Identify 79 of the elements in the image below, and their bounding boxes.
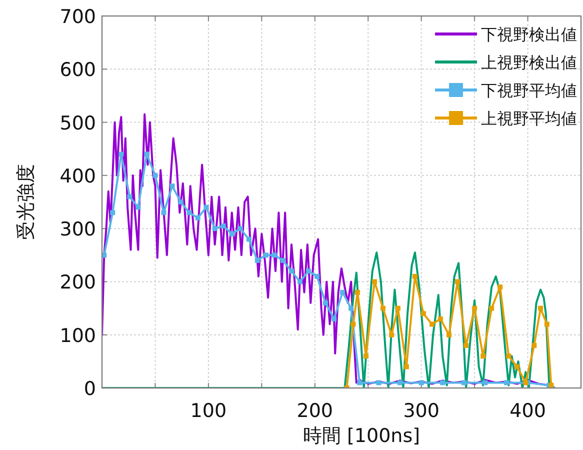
point: [418, 380, 424, 386]
point: [532, 342, 537, 348]
x-tick-label: 100: [190, 400, 227, 422]
point: [376, 380, 382, 386]
y-tick-label: 200: [60, 272, 96, 294]
point: [429, 322, 434, 327]
x-tick-label: 200: [296, 400, 334, 422]
point: [354, 290, 360, 295]
point: [412, 274, 418, 279]
y-axis-title: 受光強度: [15, 164, 37, 240]
legend-label: 上視野平均値: [481, 109, 577, 128]
x-tick-label: 400: [510, 400, 546, 422]
point: [372, 279, 377, 284]
point: [438, 316, 443, 322]
point: [514, 364, 520, 370]
point: [229, 231, 234, 236]
point: [212, 226, 218, 232]
point: [363, 354, 368, 359]
y-tick-label: 500: [60, 112, 96, 134]
point: [178, 200, 184, 204]
point: [489, 306, 494, 311]
point: [170, 184, 175, 189]
point: [380, 306, 386, 311]
point: [263, 252, 268, 258]
point: [506, 354, 512, 359]
legend-label: 下視野検出値: [481, 25, 577, 44]
point: [297, 279, 302, 284]
y-tick-label: 0: [84, 378, 96, 400]
point: [395, 306, 400, 311]
legend-label: 下視野平均値: [481, 81, 577, 100]
x-axis-title: 時間 [100ns]: [302, 425, 420, 447]
point: [446, 332, 452, 338]
point: [538, 306, 544, 311]
point: [144, 152, 150, 157]
point: [314, 274, 320, 279]
y-tick-label: 100: [60, 324, 96, 347]
y-tick-label: 300: [60, 218, 96, 241]
point: [118, 152, 124, 157]
point: [238, 226, 243, 232]
point: [288, 268, 294, 274]
point: [482, 380, 488, 386]
y-tick-label: 600: [60, 59, 96, 82]
point: [195, 215, 200, 220]
point: [498, 284, 503, 290]
point: [357, 380, 362, 386]
point: [272, 252, 277, 258]
point: [161, 210, 166, 216]
point: [280, 258, 286, 263]
point: [389, 332, 394, 338]
point: [246, 236, 252, 242]
point: [350, 322, 356, 327]
point: [186, 210, 192, 216]
point: [204, 204, 209, 210]
point: [420, 311, 426, 316]
point: [220, 223, 226, 228]
point: [306, 268, 311, 274]
y-tick-label: 400: [60, 165, 96, 188]
point: [398, 380, 403, 386]
point: [472, 306, 478, 311]
point: [504, 380, 509, 386]
point: [323, 300, 328, 306]
point: [480, 354, 486, 359]
point: [110, 210, 116, 216]
point: [544, 322, 550, 327]
point: [254, 258, 260, 263]
point: [440, 380, 446, 386]
legend-label: 上視野検出値: [481, 53, 577, 72]
point: [461, 380, 466, 386]
point: [136, 204, 141, 210]
point: [348, 306, 354, 311]
x-tick-label: 300: [403, 400, 440, 422]
point: [464, 342, 469, 348]
point: [127, 194, 132, 200]
y-tick-label: 700: [60, 6, 96, 28]
point: [152, 172, 158, 178]
point: [455, 279, 460, 284]
point: [404, 364, 409, 370]
point: [332, 316, 337, 322]
point: [340, 290, 346, 295]
